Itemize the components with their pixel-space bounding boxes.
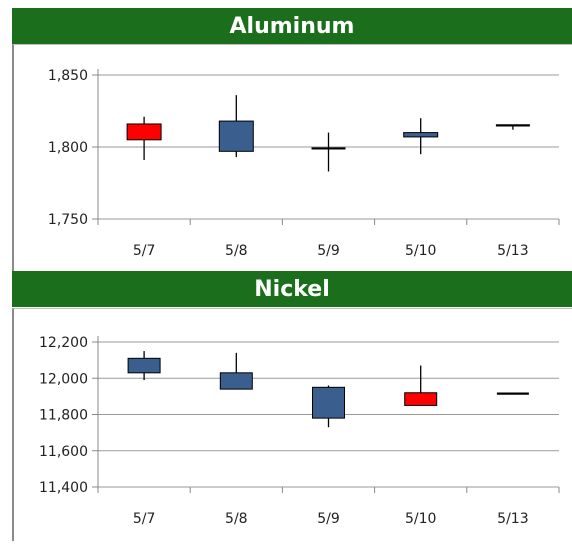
nickel-candle-body [312,386,345,419]
nickel-chart-area: 11,400 11,600 11,800 12,000 12,200 5/7 5/8 5/9 5… [12,308,572,541]
nickel-y-tick-label: 12,200 [39,335,88,351]
nickel-chart-title: Nickel [12,271,572,307]
aluminum-candle-body [218,120,254,152]
aluminum-x-tick-label: 5/10 [405,243,436,259]
nickel-x-tick-label: 5/13 [497,511,528,527]
nickel-x-tick-label: 5/10 [405,511,436,527]
nickel-x-tick-label: 5/8 [225,511,248,527]
aluminum-y-tick-label: 1,800 [48,140,88,156]
nickel-candle-body [219,372,253,390]
aluminum-chart-title: Aluminum [12,8,572,44]
nickel-y-tick-label: 11,600 [39,444,88,460]
nickel-chart: 11,400 11,600 11,800 12,000 12,200 5/7 5/8 5/9 5… [39,335,560,527]
aluminum-x-tick-label: 5/7 [133,243,156,259]
aluminum-chart: 1,750 1,800 1,850 5/7 5/8 5/9 5/10 5/13 [48,68,560,259]
nickel-candle-body [127,357,161,374]
aluminum-candle-body [126,123,162,141]
aluminum-candle-body [403,132,439,138]
aluminum-y-tick-label: 1,750 [48,212,88,228]
nickel-y-tick-label: 11,800 [39,408,88,424]
aluminum-x-tick-label: 5/13 [497,243,528,259]
nickel-x-tick-label: 5/7 [133,511,156,527]
nickel-candle-body [404,392,438,406]
nickel-y-tick-label: 12,000 [39,371,88,387]
aluminum-x-tick-label: 5/9 [317,243,340,259]
nickel-y-tick-label: 11,400 [39,480,88,496]
nickel-x-tick-label: 5/9 [317,511,340,527]
aluminum-x-tick-label: 5/8 [225,243,248,259]
aluminum-chart-area: 1,750 1,800 1,850 5/7 5/8 5/9 5/10 5/13 [12,44,572,271]
aluminum-y-tick-label: 1,850 [48,68,88,84]
